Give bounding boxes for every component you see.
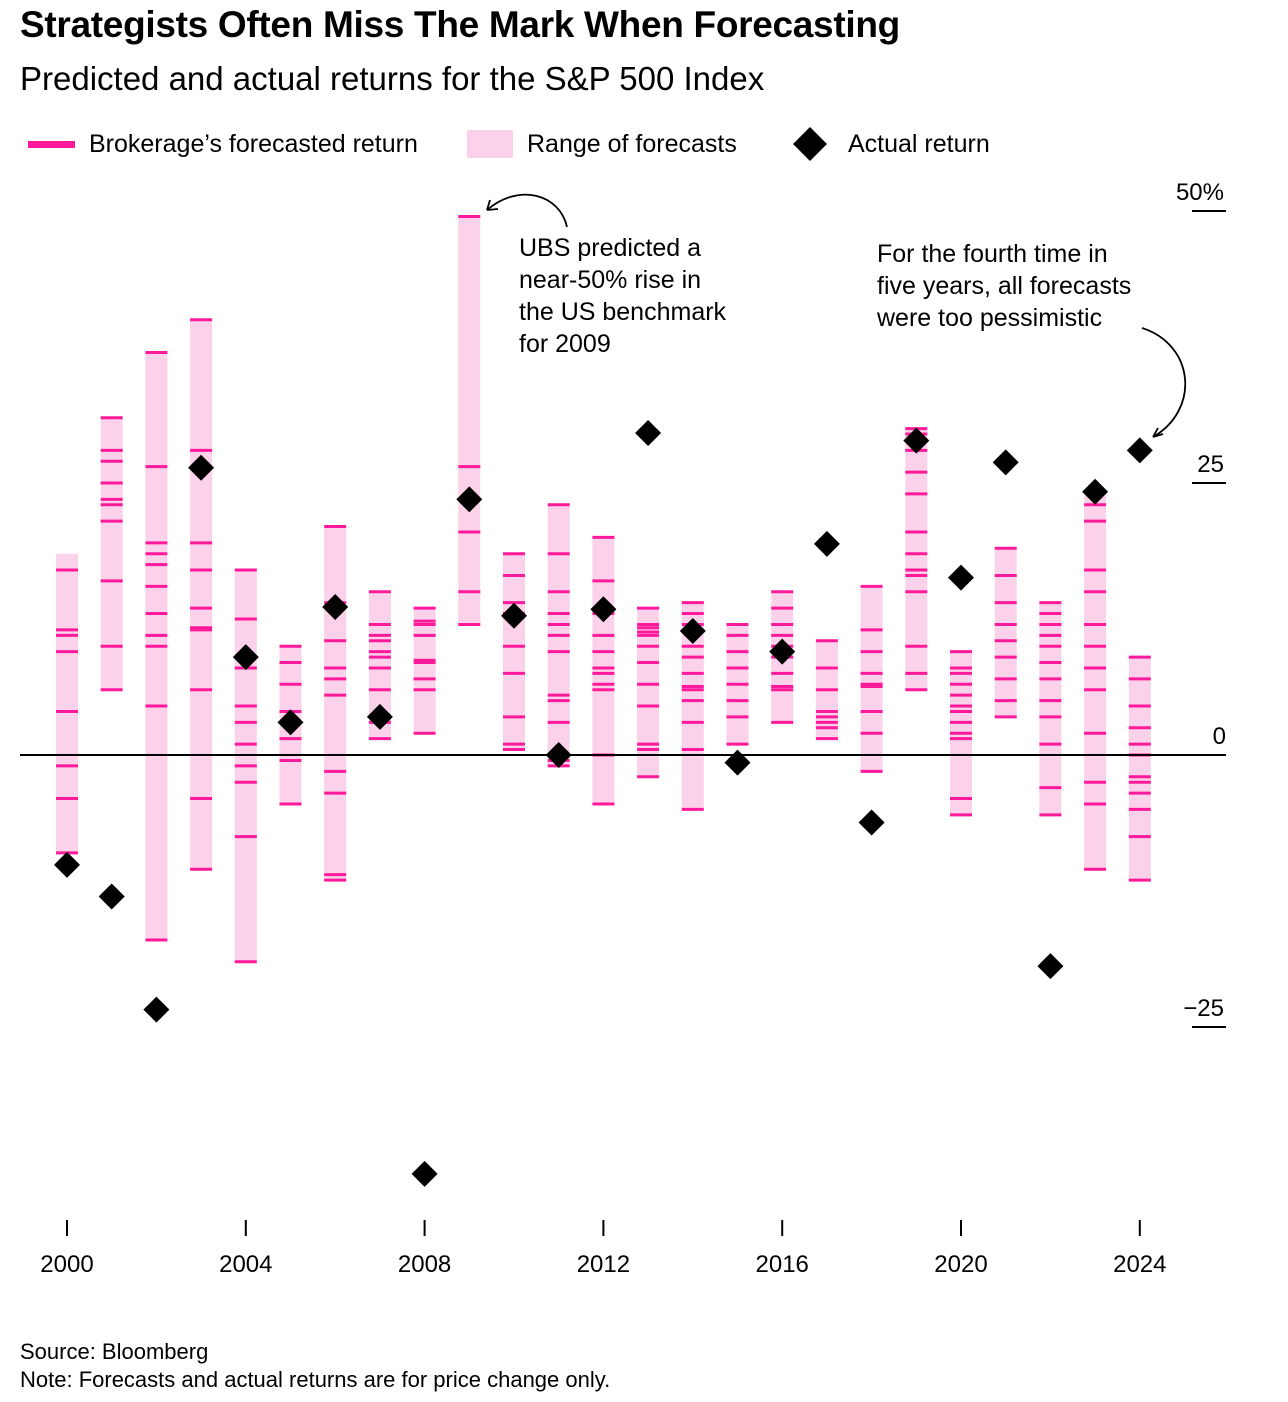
annotation-ubs: UBS predicted a near-50% rise in the US be… [519, 234, 727, 358]
actual-diamond-2016 [769, 638, 796, 665]
actual-diamond-2008 [411, 1160, 438, 1187]
range-bar-2010 [503, 553, 525, 750]
actual-diamond-2004 [232, 644, 259, 671]
legend-range-label: Range of forecasts [527, 129, 737, 158]
actual-diamond-2011 [545, 742, 572, 768]
actual-diamond-2022 [1037, 953, 1064, 980]
range-bar-2000 [56, 553, 78, 853]
range-bar-2013 [637, 608, 660, 777]
range-bar-2018 [860, 586, 883, 772]
forecast-swatch [28, 140, 75, 148]
range-bar-2012 [592, 537, 615, 804]
actual-diamond-2012 [590, 596, 617, 623]
pessimistic-arrow-head [1152, 427, 1164, 438]
y-tick-label-50: 50% [1176, 179, 1224, 206]
range-bar-2024 [1128, 657, 1151, 881]
y-tick-label-25: 25 [1197, 451, 1224, 478]
range-bar-2006 [324, 526, 347, 881]
range-bar-2001 [100, 417, 123, 690]
range-bar-2022 [1039, 602, 1062, 815]
actual-diamond-2013 [635, 419, 662, 446]
range-bar-2008 [413, 608, 436, 734]
actual-diamond-2023 [1082, 478, 1109, 505]
forecasts-layer [56, 214, 1151, 964]
range-bar-2019 [905, 428, 928, 690]
actual-diamond-2000 [54, 851, 80, 878]
ubs-arrow [486, 193, 568, 228]
actual-diamond-2014 [679, 617, 706, 644]
actual-diamond-2007 [366, 703, 393, 730]
range-swatch [467, 130, 513, 158]
actual-diamond-2019 [903, 427, 930, 454]
actual-diamond-2021 [992, 449, 1019, 476]
range-bar-2023 [1084, 493, 1107, 870]
actual-diamond-2006 [322, 594, 349, 621]
legend-item-range: Range of forecasts [467, 124, 737, 164]
legend-item-actual: Actual return [790, 124, 990, 164]
actual-diamond-2003 [188, 454, 215, 481]
x-tick-label-2008: 2008 [398, 1251, 451, 1278]
actuals-layer [54, 419, 1153, 1187]
range-bar-2009 [458, 216, 481, 625]
chart-subtitle: Predicted and actual returns for the S&P… [20, 60, 765, 97]
range-bar-2014 [681, 602, 704, 810]
actual-diamond-2024 [1126, 437, 1153, 464]
actual-diamond-2020 [948, 564, 974, 591]
annotation-pessimistic: For the fourth time in five years, all fo… [876, 240, 1131, 332]
footnote: Note: Forecasts and actual returns are f… [20, 1367, 611, 1392]
chart-title: Strategists Often Miss The Mark When For… [20, 4, 900, 45]
pessimistic-arrow [1141, 327, 1186, 438]
x-tick-label-2012: 2012 [577, 1251, 630, 1278]
annotations-layer: UBS predicted a near-50% rise in the US be… [486, 193, 1186, 438]
legend-forecast-label: Brokerage’s forecasted return [89, 129, 418, 158]
y-tick-label--25: −25 [1183, 995, 1224, 1022]
diamond-icon [793, 127, 827, 161]
ubs-arrow-head [486, 199, 499, 211]
actual-diamond-2018 [858, 809, 885, 836]
actual-diamond-2001 [98, 883, 125, 910]
actual-diamond-2002 [143, 996, 170, 1023]
range-bar-2003 [190, 319, 213, 870]
legend-item-forecast: Brokerage’s forecasted return [28, 124, 418, 164]
source-note: Source: Bloomberg [20, 1339, 209, 1364]
x-tick-label-2020: 2020 [934, 1251, 987, 1278]
actual-diamond-2010 [501, 602, 527, 629]
x-tick-label-2024: 2024 [1113, 1251, 1166, 1278]
range-bar-2007 [368, 591, 391, 739]
x-tick-label-2000: 2000 [40, 1251, 93, 1278]
x-tick-label-2004: 2004 [219, 1251, 272, 1278]
actual-diamond-2015 [724, 749, 751, 776]
legend: Brokerage’s forecasted return Range of f… [28, 124, 1128, 164]
actual-diamond-2005 [277, 709, 304, 736]
range-bar-2021 [994, 548, 1017, 717]
actual-diamond-2009 [456, 486, 483, 513]
y-tick-label-0: 0 [1213, 723, 1226, 750]
legend-actual-label: Actual return [848, 129, 990, 158]
x-tick-label-2016: 2016 [756, 1251, 809, 1278]
actual-diamond-2017 [813, 530, 840, 557]
chart-plot: 50% 25 0 −25 2000 2004 2008 2012 2016 2020 2024 UB… [20, 179, 1226, 1278]
axis-layer: 50% 25 0 −25 2000 2004 2008 2012 2016 2020 2024 [20, 179, 1226, 1278]
